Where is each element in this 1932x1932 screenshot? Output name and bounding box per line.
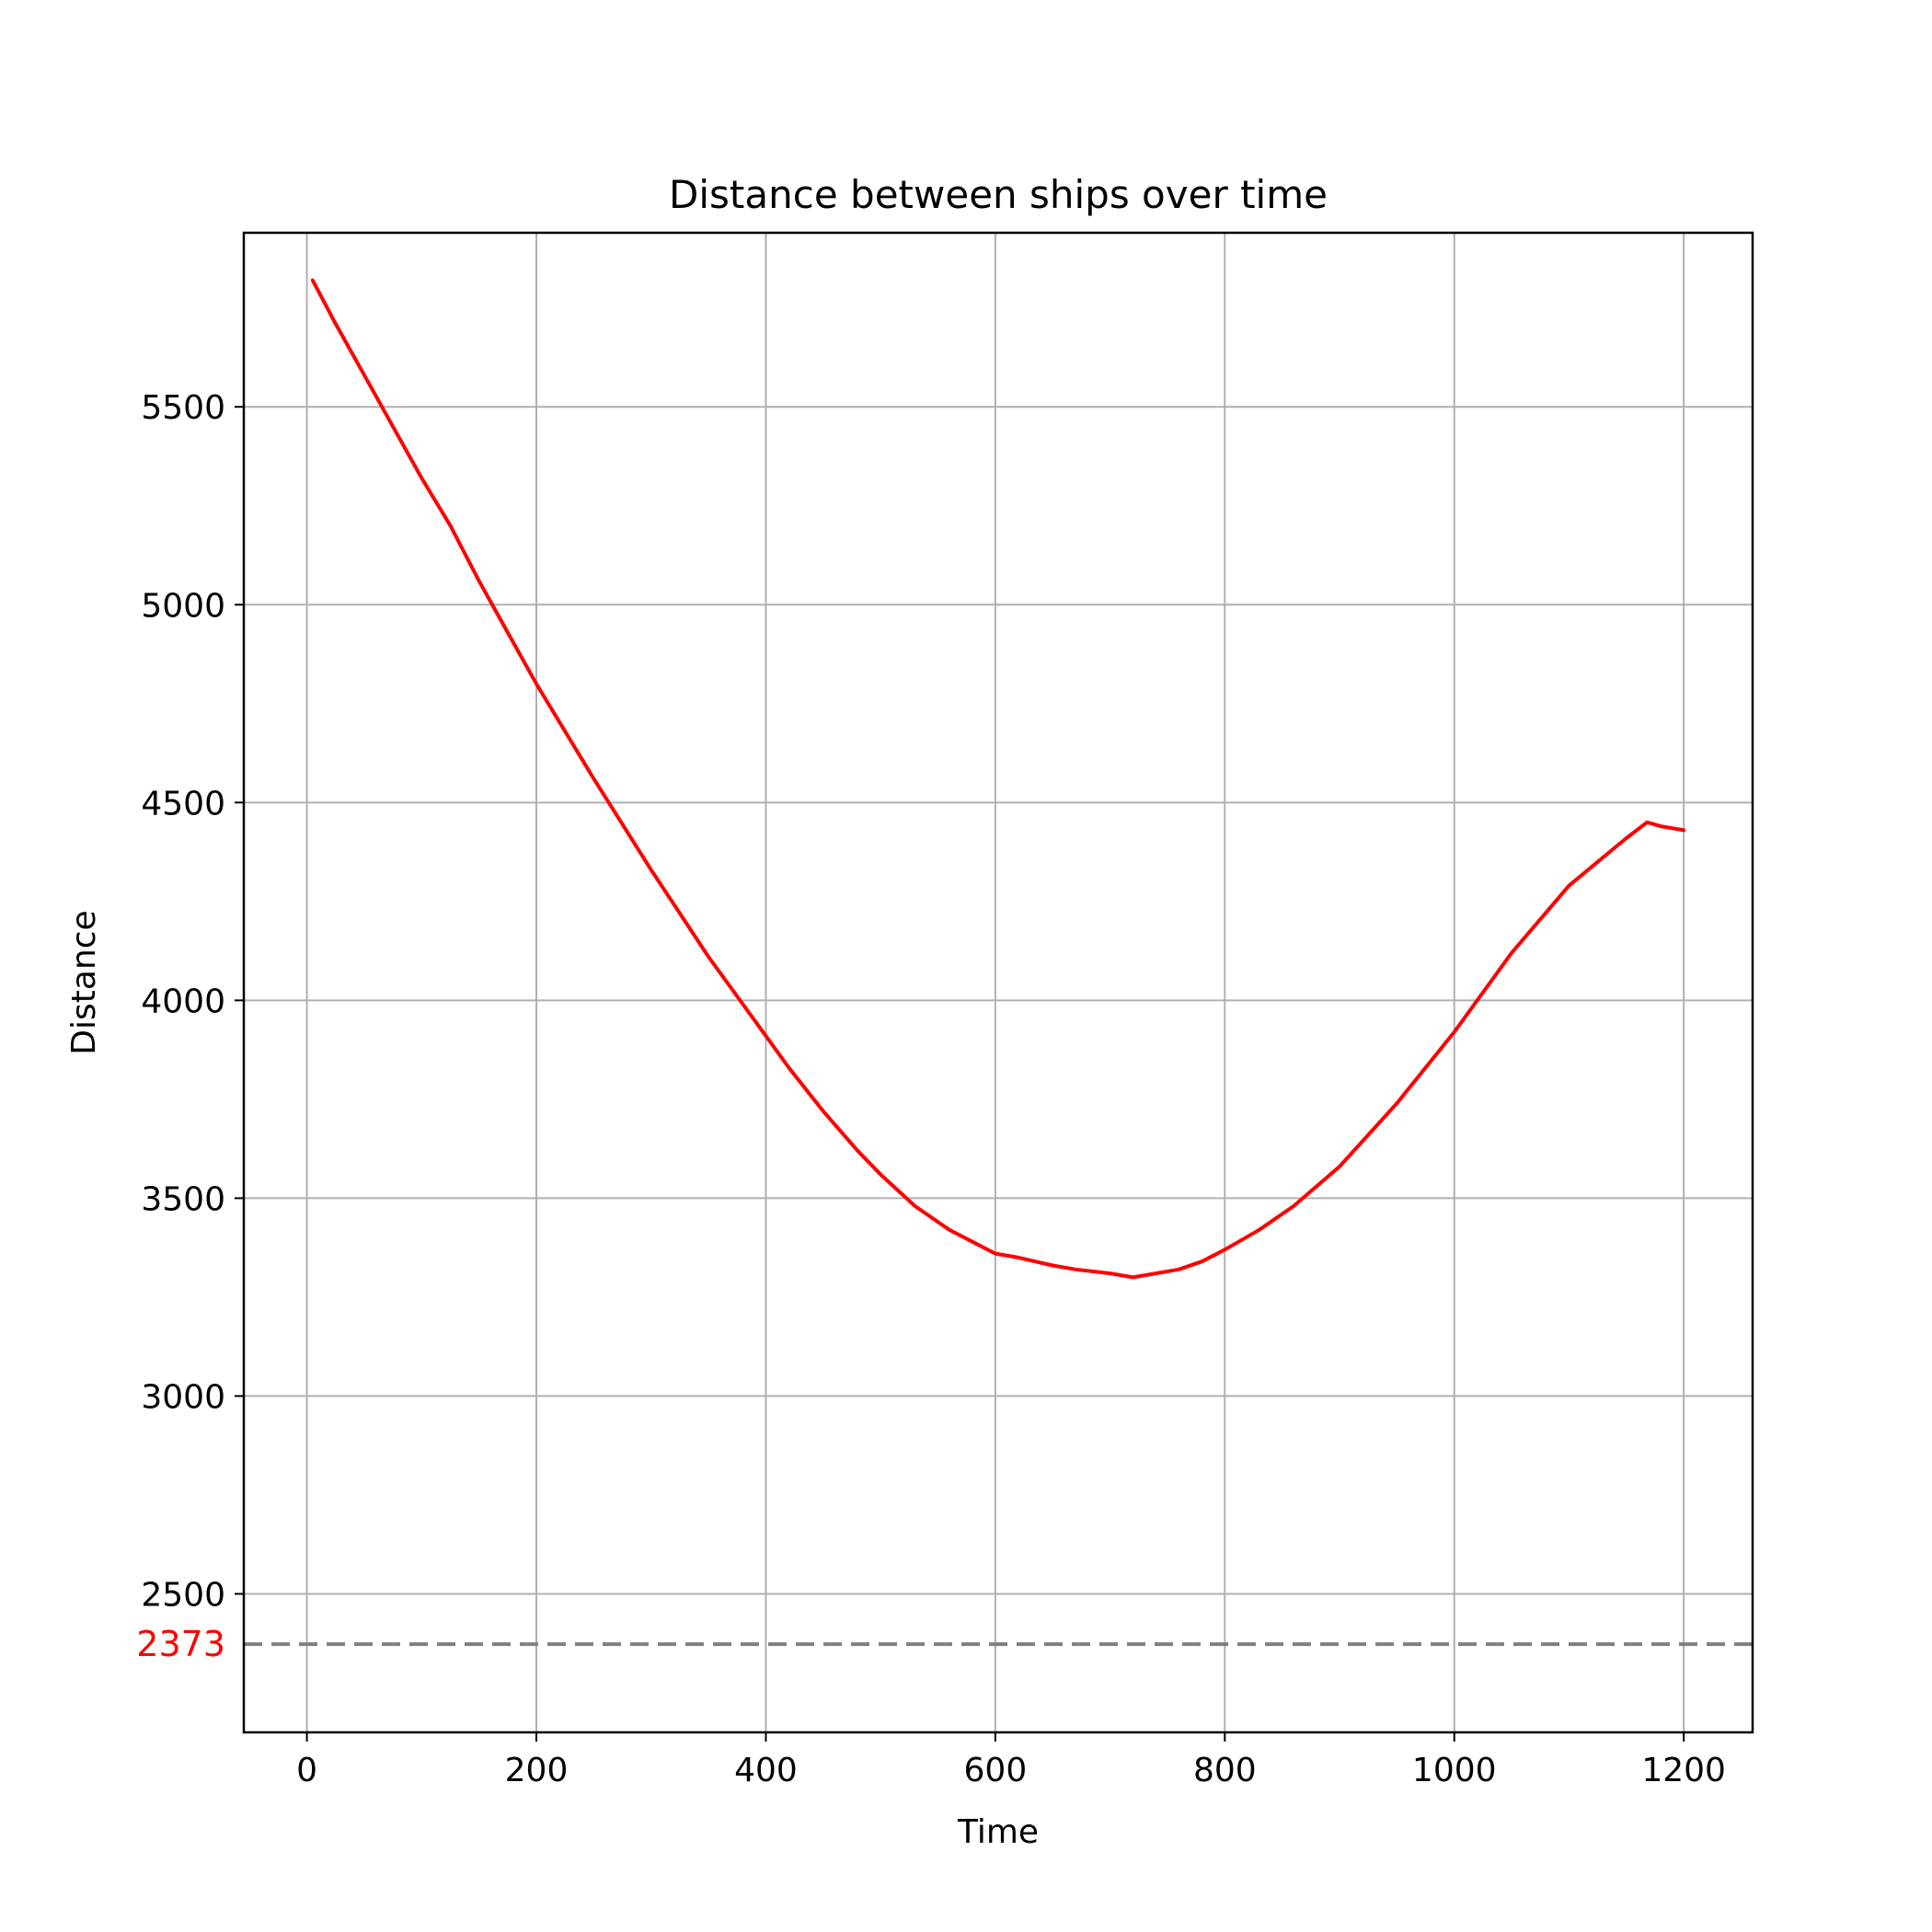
y-tick-label: 3000 [141,1378,225,1416]
x-tick-label: 0 [296,1752,317,1789]
x-tick-label: 400 [734,1752,798,1789]
y-axis-label: Distance [65,910,103,1054]
plot-frame [242,231,1754,1734]
x-tick-label: 600 [964,1752,1028,1789]
y-tick-label: 3500 [141,1180,225,1218]
chart-title: Distance between ships over time [669,172,1328,217]
x-tick-label: 1000 [1412,1752,1497,1789]
y-tick-label: 5500 [141,389,225,427]
y-tick-label: 5000 [141,587,225,625]
y-tick-label: 4500 [141,785,225,822]
grid [244,233,1753,1732]
y-tick-label: 2500 [141,1576,225,1614]
x-tick-label: 800 [1193,1752,1257,1789]
reference-line-label: 2373 [136,1624,225,1664]
series-line [310,278,1686,1280]
series-layer [310,278,1686,1280]
x-tick-label: 200 [505,1752,569,1789]
x-axis-label: Time [957,1813,1039,1851]
ticks: 0 200 400 600 800 1000 1200 2500 3000 3500 4000 450… [136,389,1726,1789]
x-tick-label: 1200 [1641,1752,1726,1789]
y-tick-label: 4000 [141,983,225,1020]
